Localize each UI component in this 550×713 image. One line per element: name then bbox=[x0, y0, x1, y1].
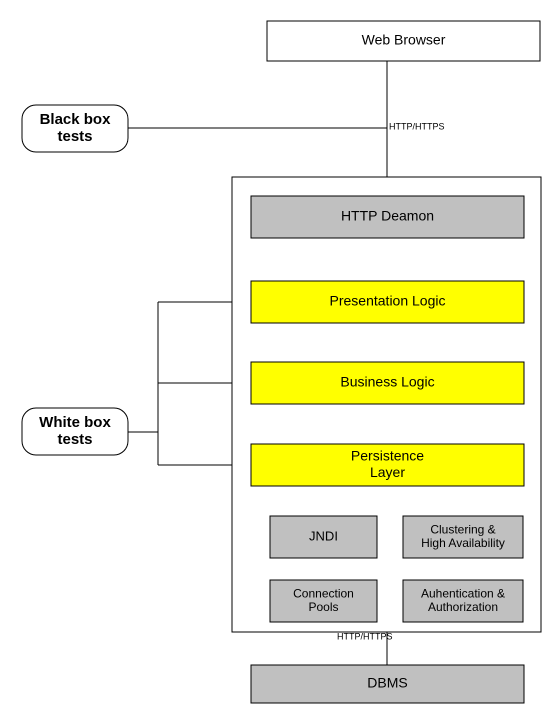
box-label-jndi-line0: JNDI bbox=[309, 528, 338, 543]
box-web-browser: Web Browser bbox=[267, 21, 540, 61]
box-label-clustering-line0: Clustering & bbox=[430, 522, 495, 536]
box-label-white-box-tests-line0: White box bbox=[39, 414, 111, 431]
box-label-business-logic-line0: Business Logic bbox=[340, 374, 434, 390]
box-auth: Auhentication &Authorization bbox=[403, 580, 523, 622]
box-label-http-daemon-line0: HTTP Deamon bbox=[341, 208, 434, 224]
edge-label-http-top: HTTP/HTTPS bbox=[389, 121, 445, 131]
box-jndi: JNDI bbox=[270, 516, 377, 558]
box-presentation-logic: Presentation Logic bbox=[251, 281, 524, 323]
box-label-black-box-tests-line1: tests bbox=[57, 128, 92, 145]
box-white-box-tests: White boxtests bbox=[22, 408, 128, 455]
box-label-presentation-logic-line0: Presentation Logic bbox=[330, 293, 446, 309]
box-label-persistence-layer-line0: Persistence bbox=[351, 448, 424, 464]
box-http-daemon: HTTP Deamon bbox=[251, 196, 524, 238]
box-clustering: Clustering &High Availability bbox=[403, 516, 523, 558]
box-label-auth-line0: Auhentication & bbox=[421, 586, 505, 600]
box-label-black-box-tests-line0: Black box bbox=[40, 111, 112, 128]
box-label-dbms-line0: DBMS bbox=[367, 675, 407, 691]
box-connection-pools: ConnectionPools bbox=[270, 580, 377, 622]
box-business-logic: Business Logic bbox=[251, 362, 524, 404]
box-label-connection-pools-line0: Connection bbox=[293, 586, 354, 600]
box-label-web-browser-line0: Web Browser bbox=[362, 32, 446, 48]
box-label-connection-pools-line1: Pools bbox=[308, 600, 338, 614]
box-label-persistence-layer-line1: Layer bbox=[370, 464, 405, 480]
box-label-auth-line1: Authorization bbox=[428, 600, 498, 614]
box-dbms: DBMS bbox=[251, 665, 524, 703]
box-black-box-tests: Black boxtests bbox=[22, 105, 128, 152]
box-persistence-layer: PersistenceLayer bbox=[251, 444, 524, 486]
box-label-clustering-line1: High Availability bbox=[421, 536, 505, 550]
edge-label-http-bottom: HTTP/HTTPS bbox=[337, 631, 393, 641]
box-label-white-box-tests-line1: tests bbox=[57, 431, 92, 448]
architecture-diagram: Web BrowserBlack boxtestsWhite boxtestsH… bbox=[0, 0, 550, 713]
